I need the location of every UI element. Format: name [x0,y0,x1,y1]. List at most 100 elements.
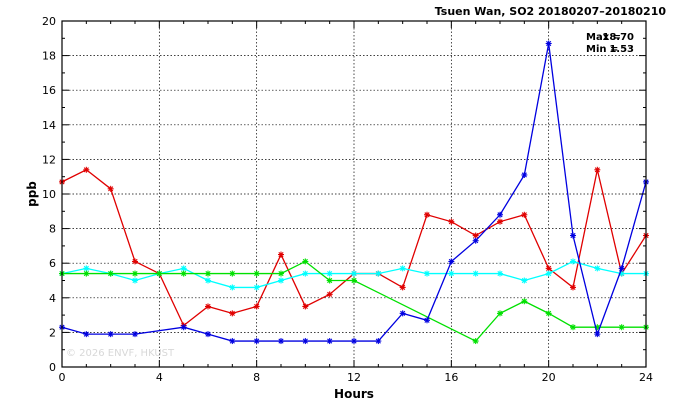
series-4-point-8 [278,338,284,345]
max-label: Max = [586,32,621,43]
series-3-point-4 [156,270,163,277]
series-2-point-1 [83,265,90,272]
series-2-point-8 [253,284,260,291]
series-4-point-2 [107,331,114,338]
grid-lines [62,21,646,367]
x-tick-label-20: 20 [542,371,556,384]
series-2-point-21 [570,258,576,265]
series-2-point-19 [521,277,528,284]
y-tick-label-18: 18 [42,50,56,63]
series-2-point-5 [180,265,187,272]
min-value: 1.53 [609,44,634,55]
y-tick-label-8: 8 [49,223,56,236]
x-tick-label-24: 24 [639,371,653,384]
series-1-point-1 [83,166,90,173]
x-tick-label-0: 0 [59,371,66,384]
series-1-point-16 [448,218,455,225]
series-2-point-9 [278,277,284,284]
series-4-point-15 [448,258,455,265]
series-4-point-12 [375,338,382,345]
series-2-point-7 [229,284,236,291]
series-4-point-10 [326,338,333,345]
series-1-point-7 [229,310,236,317]
y-tick-label-10: 10 [42,188,56,201]
series-1-point-21 [570,284,576,291]
y-tick-label-20: 20 [42,15,56,28]
series-1-point-10 [302,303,309,310]
series-3-point-19 [618,324,625,331]
series-2-point-13 [375,270,382,277]
series-3-point-7 [229,270,236,277]
series-1-point-3 [132,258,138,265]
series-2-point-6 [205,277,211,284]
x-tick-label-8: 8 [253,371,260,384]
series-3-point-6 [205,270,211,277]
series-2-point-12 [351,270,357,277]
series-4-point-21 [594,331,601,338]
series-4-point-22 [618,265,625,272]
series-1-point-9 [278,251,284,258]
series-1-point-22 [594,166,601,173]
series-2-point-14 [399,265,406,272]
x-tick-label-12: 12 [347,371,361,384]
y-tick-label-0: 0 [49,361,56,374]
series-4-point-4 [180,324,187,331]
max-value: 18.70 [602,32,634,43]
series-2-point-16 [448,270,455,277]
min-label: Min = [586,44,618,55]
series-1-point-20 [545,265,552,272]
y-axis-title: ppb [25,181,39,207]
series-2-point-20 [545,270,552,277]
series-1 [59,166,649,329]
series-2-point-10 [302,270,309,277]
series-1-point-8 [253,303,260,310]
series-4-point-13 [399,310,406,317]
y-tick-label-12: 12 [42,153,56,166]
y-tick-label-4: 4 [49,292,56,305]
series-3-point-9 [278,270,284,277]
series-4-point-1 [83,331,90,338]
series-2-point-11 [326,270,333,277]
series-4-point-19 [545,40,552,47]
series-4-point-6 [229,338,236,345]
series-4-point-5 [205,331,211,338]
series-3-point-8 [253,270,260,277]
y-tick-label-6: 6 [49,257,56,270]
copyright-watermark: © 2026 ENVF, HKUST [66,348,175,359]
series-2-point-17 [472,270,479,277]
series-3-point-12 [351,277,357,284]
series-3-point-15 [521,298,528,305]
series-3-point-1 [83,270,90,277]
series-1-point-19 [521,211,528,218]
series-3-point-5 [180,270,187,277]
series-1-point-15 [424,211,430,218]
series-3-point-17 [570,324,576,331]
y-tick-label-14: 14 [42,119,56,132]
series-3-point-13 [472,338,479,345]
series-3-point-11 [326,277,333,284]
series-1-point-14 [399,284,406,291]
series-3-point-3 [132,270,138,277]
stats-box: Max = 18.70 Min = 1.53 [586,32,634,55]
series-2-point-22 [594,265,601,272]
series-4-point-11 [351,338,357,345]
series-2-point-18 [497,270,503,277]
series-4-point-9 [302,338,309,345]
x-axis-title: Hours [334,387,374,401]
series-3-point-2 [107,270,114,277]
y-tick-label-2: 2 [49,326,56,339]
series-4-point-20 [570,232,576,239]
series-1-point-2 [107,185,114,192]
series-group [59,40,649,345]
series-3-point-16 [545,310,552,317]
series-1-point-11 [326,291,333,298]
series-1-point-18 [497,218,503,225]
series-1-point-17 [472,232,479,239]
y-tick-label-16: 16 [42,84,56,97]
series-4-point-17 [497,211,503,218]
series-4-point-7 [253,338,260,345]
series-2-point-15 [424,270,430,277]
chart-title: Tsuen Wan, SO2 20180207–20180210 [435,5,667,18]
